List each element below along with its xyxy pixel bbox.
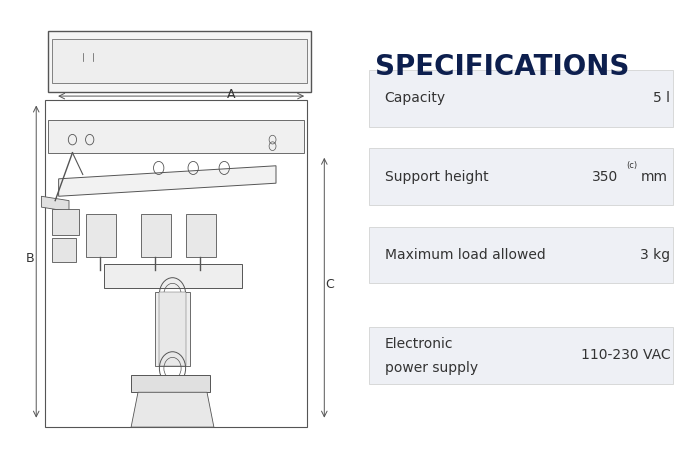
FancyBboxPatch shape <box>48 120 304 153</box>
FancyBboxPatch shape <box>52 238 76 262</box>
FancyBboxPatch shape <box>368 70 673 127</box>
FancyBboxPatch shape <box>368 148 673 205</box>
Text: 5 l: 5 l <box>653 91 670 105</box>
Text: mm: mm <box>641 170 668 184</box>
Text: 3 kg: 3 kg <box>640 248 670 262</box>
Text: (c): (c) <box>627 161 638 170</box>
FancyBboxPatch shape <box>48 31 310 92</box>
Polygon shape <box>131 392 214 427</box>
Polygon shape <box>41 196 69 211</box>
Text: Electronic: Electronic <box>385 337 453 351</box>
FancyBboxPatch shape <box>131 375 210 392</box>
Text: Capacity: Capacity <box>385 91 446 105</box>
FancyBboxPatch shape <box>368 327 673 383</box>
FancyBboxPatch shape <box>52 40 307 83</box>
FancyBboxPatch shape <box>186 214 216 257</box>
FancyBboxPatch shape <box>104 264 242 288</box>
FancyBboxPatch shape <box>45 101 307 427</box>
FancyBboxPatch shape <box>141 214 171 257</box>
Text: 110-230 VAC: 110-230 VAC <box>580 348 670 362</box>
FancyBboxPatch shape <box>52 209 79 235</box>
FancyBboxPatch shape <box>155 292 190 366</box>
FancyBboxPatch shape <box>368 227 673 283</box>
Text: 350: 350 <box>592 170 618 184</box>
Text: A: A <box>227 88 235 101</box>
Text: Maximum load allowed: Maximum load allowed <box>385 248 546 262</box>
Text: B: B <box>26 251 34 264</box>
Text: Support height: Support height <box>385 170 489 184</box>
Text: C: C <box>325 278 334 291</box>
FancyBboxPatch shape <box>159 292 186 366</box>
Text: power supply: power supply <box>385 361 478 374</box>
Text: SPECIFICATIONS: SPECIFICATIONS <box>375 53 629 80</box>
Polygon shape <box>59 166 276 196</box>
FancyBboxPatch shape <box>86 214 116 257</box>
